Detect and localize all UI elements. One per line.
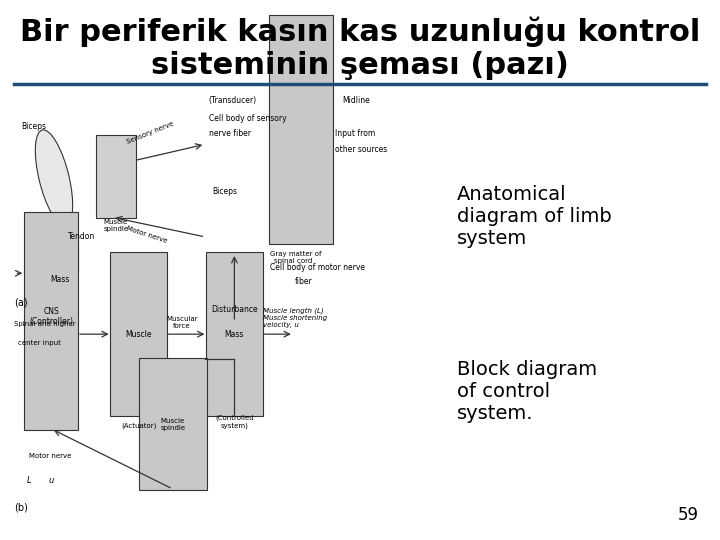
Ellipse shape — [35, 130, 73, 226]
Text: Sensory nerve: Sensory nerve — [126, 121, 175, 145]
Text: CNS
(Controller): CNS (Controller) — [29, 307, 73, 326]
Text: Muscle: Muscle — [125, 329, 152, 339]
Text: Mass: Mass — [225, 329, 244, 339]
FancyBboxPatch shape — [110, 252, 167, 416]
Text: (a): (a) — [14, 297, 28, 307]
Text: Disturbance: Disturbance — [211, 305, 258, 314]
Text: Gray matter of: Gray matter of — [270, 251, 322, 258]
Text: (Controlled
system): (Controlled system) — [215, 415, 253, 429]
Text: other sources: other sources — [335, 145, 387, 154]
Text: fiber: fiber — [295, 277, 313, 286]
Text: L: L — [27, 476, 31, 485]
Text: Midline: Midline — [342, 96, 370, 105]
Text: u: u — [48, 476, 53, 485]
Text: spinal cord: spinal cord — [274, 258, 312, 265]
FancyBboxPatch shape — [96, 135, 136, 218]
Text: Cell body of sensory: Cell body of sensory — [209, 113, 287, 123]
FancyBboxPatch shape — [24, 212, 78, 430]
FancyBboxPatch shape — [206, 252, 263, 416]
FancyBboxPatch shape — [139, 359, 207, 490]
Text: Biceps: Biceps — [22, 122, 47, 131]
Text: Motor nerve: Motor nerve — [126, 225, 168, 244]
FancyBboxPatch shape — [269, 15, 333, 244]
Text: 59: 59 — [678, 506, 698, 524]
Text: Mass: Mass — [50, 275, 70, 284]
Text: Cell body of motor nerve: Cell body of motor nerve — [270, 264, 365, 273]
Text: Muscle
spindle: Muscle spindle — [161, 418, 185, 431]
FancyBboxPatch shape — [45, 240, 78, 273]
Text: Muscle length (L)
Muscle shortening
velocity, u: Muscle length (L) Muscle shortening velo… — [263, 307, 327, 328]
Text: (b): (b) — [14, 502, 28, 512]
Text: Input from: Input from — [335, 130, 375, 138]
Text: Motor nerve: Motor nerve — [29, 453, 71, 459]
Text: Muscle
spindle: Muscle spindle — [104, 219, 128, 232]
Text: Tendon: Tendon — [68, 232, 96, 241]
Text: nerve fiber: nerve fiber — [209, 130, 251, 138]
Text: Biceps: Biceps — [212, 186, 238, 195]
Text: (Transducer): (Transducer) — [209, 96, 257, 105]
Text: (Actuator): (Actuator) — [121, 422, 156, 429]
Text: Spinal and higher: Spinal and higher — [14, 321, 76, 327]
Text: Block diagram
of control
system.: Block diagram of control system. — [457, 360, 598, 423]
Text: Anatomical
diagram of limb
system: Anatomical diagram of limb system — [457, 185, 612, 247]
Text: Muscular
force: Muscular force — [166, 316, 198, 329]
Text: center input: center input — [18, 340, 61, 346]
Text: Bir periferik kasın kas uzunluğu kontrol
sisteminin şeması (pazı): Bir periferik kasın kas uzunluğu kontrol… — [20, 16, 700, 80]
